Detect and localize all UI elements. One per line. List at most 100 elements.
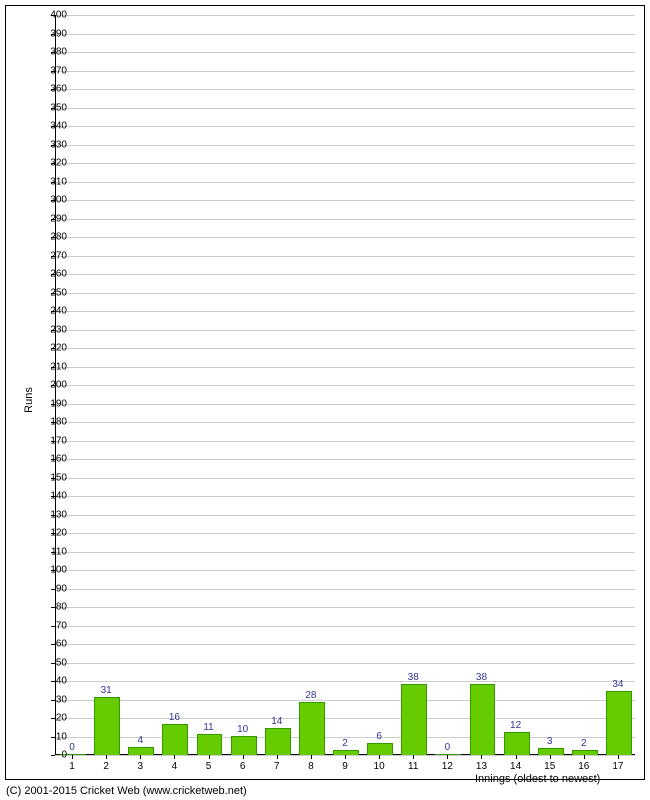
- bar: [128, 747, 154, 755]
- y-tick-label: 130: [50, 509, 67, 520]
- gridline: [55, 626, 635, 627]
- y-tick-label: 330: [50, 139, 67, 150]
- bar: [606, 691, 632, 755]
- bar-value-label: 38: [476, 672, 487, 683]
- gridline: [55, 311, 635, 312]
- gridline: [55, 515, 635, 516]
- y-tick-label: 350: [50, 102, 67, 113]
- y-tick-label: 90: [56, 583, 67, 594]
- bar: [367, 743, 393, 755]
- x-tick-mark: [311, 755, 312, 759]
- bar: [162, 724, 188, 755]
- x-tick-label: 6: [240, 761, 246, 772]
- gridline: [55, 330, 635, 331]
- bar-value-label: 10: [237, 724, 248, 735]
- x-tick-label: 17: [612, 761, 623, 772]
- x-tick-mark: [174, 755, 175, 759]
- x-tick-mark: [72, 755, 73, 759]
- gridline: [55, 52, 635, 53]
- gridline: [55, 71, 635, 72]
- bar: [435, 754, 461, 755]
- bar-value-label: 2: [342, 738, 348, 749]
- bar-value-label: 31: [101, 685, 112, 696]
- x-tick-mark: [584, 755, 585, 759]
- bar-value-label: 14: [271, 716, 282, 727]
- y-tick-label: 320: [50, 158, 67, 169]
- y-tick-label: 240: [50, 306, 67, 317]
- x-tick-label: 8: [308, 761, 314, 772]
- x-tick-mark: [516, 755, 517, 759]
- x-tick-mark: [345, 755, 346, 759]
- bar-value-label: 11: [203, 722, 213, 733]
- x-tick-label: 9: [342, 761, 348, 772]
- bar: [265, 728, 291, 755]
- x-tick-mark: [550, 755, 551, 759]
- y-tick-label: 400: [50, 10, 67, 21]
- gridline: [55, 182, 635, 183]
- x-tick-label: 5: [206, 761, 212, 772]
- y-tick-label: 310: [50, 176, 67, 187]
- y-tick-label: 270: [50, 250, 67, 261]
- y-tick-mark: [51, 755, 55, 756]
- x-tick-mark: [243, 755, 244, 759]
- gridline: [55, 15, 635, 16]
- gridline: [55, 89, 635, 90]
- y-tick-label: 20: [56, 713, 67, 724]
- gridline: [55, 108, 635, 109]
- y-tick-label: 210: [50, 361, 67, 372]
- plot-area: 031416111014282638038123234: [55, 15, 635, 755]
- gridline: [55, 385, 635, 386]
- y-tick-label: 160: [50, 454, 67, 465]
- x-tick-mark: [413, 755, 414, 759]
- y-tick-label: 260: [50, 269, 67, 280]
- y-tick-label: 140: [50, 491, 67, 502]
- y-tick-label: 370: [50, 65, 67, 76]
- y-tick-label: 10: [56, 731, 67, 742]
- x-tick-mark: [209, 755, 210, 759]
- bar-value-label: 2: [581, 738, 587, 749]
- bar-value-label: 16: [169, 712, 180, 723]
- x-tick-label: 16: [578, 761, 589, 772]
- bar: [94, 697, 120, 755]
- y-tick-label: 340: [50, 121, 67, 132]
- gridline: [55, 200, 635, 201]
- y-tick-label: 360: [50, 84, 67, 95]
- x-tick-label: 12: [442, 761, 453, 772]
- gridline: [55, 663, 635, 664]
- gridline: [55, 293, 635, 294]
- gridline: [55, 441, 635, 442]
- x-tick-label: 1: [69, 761, 75, 772]
- x-tick-label: 4: [172, 761, 178, 772]
- gridline: [55, 367, 635, 368]
- gridline: [55, 459, 635, 460]
- y-tick-label: 30: [56, 694, 67, 705]
- gridline: [55, 422, 635, 423]
- bar-value-label: 4: [138, 735, 144, 746]
- x-tick-mark: [277, 755, 278, 759]
- y-tick-label: 190: [50, 398, 67, 409]
- bar: [504, 732, 530, 755]
- y-tick-label: 290: [50, 213, 67, 224]
- bar-value-label: 28: [305, 690, 316, 701]
- gridline: [55, 126, 635, 127]
- bar: [470, 684, 496, 755]
- gridline: [55, 700, 635, 701]
- x-tick-mark: [481, 755, 482, 759]
- x-tick-label: 3: [138, 761, 144, 772]
- gridline: [55, 256, 635, 257]
- x-tick-label: 10: [374, 761, 385, 772]
- y-tick-label: 40: [56, 676, 67, 687]
- gridline: [55, 404, 635, 405]
- x-tick-label: 2: [103, 761, 109, 772]
- bar-value-label: 38: [408, 672, 419, 683]
- bar: [572, 750, 598, 755]
- gridline: [55, 718, 635, 719]
- bar-value-label: 6: [376, 731, 382, 742]
- gridline: [55, 533, 635, 534]
- bar: [197, 734, 223, 755]
- gridline: [55, 478, 635, 479]
- bar-value-label: 3: [547, 736, 553, 747]
- bar: [401, 684, 427, 755]
- y-tick-label: 50: [56, 657, 67, 668]
- x-tick-label: 7: [274, 761, 280, 772]
